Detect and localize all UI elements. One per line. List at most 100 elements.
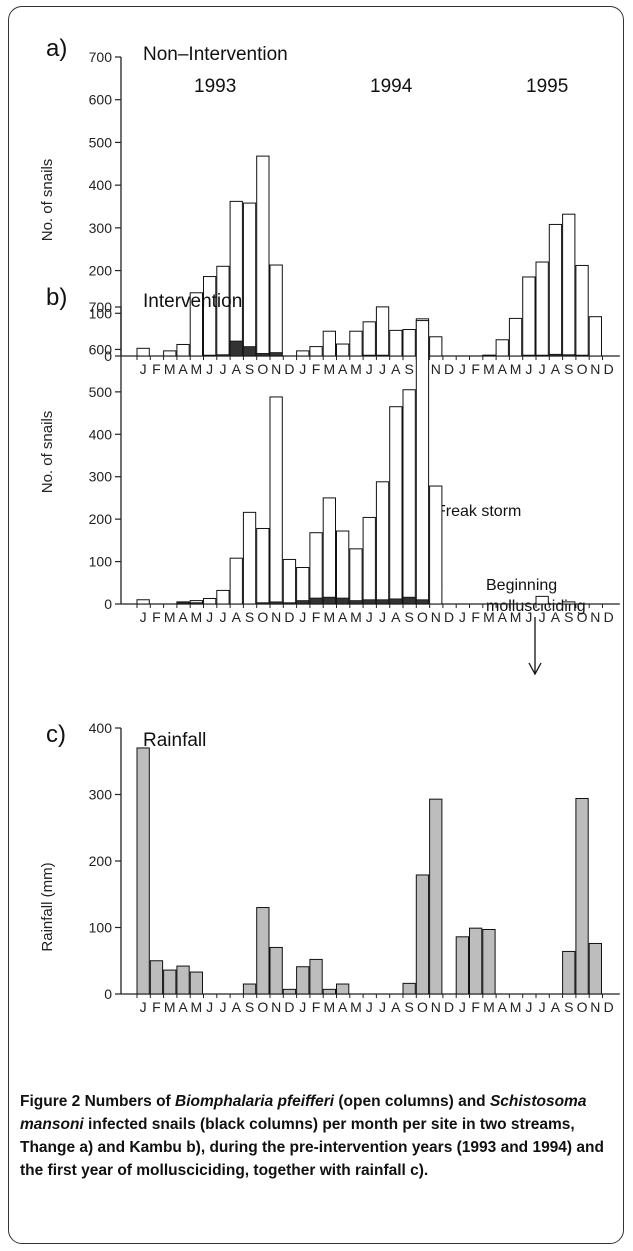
- x-tick-label: J: [379, 999, 386, 1015]
- x-tick-label: J: [366, 361, 373, 377]
- x-tick-label: A: [178, 609, 188, 625]
- figure-caption: Figure 2 Numbers of Biomphalaria pfeiffe…: [20, 1090, 616, 1182]
- rainfall-bar: [296, 966, 310, 995]
- infected-snail-bar: [229, 340, 243, 357]
- x-tick-label: M: [164, 999, 176, 1015]
- rainfall-bar: [136, 747, 150, 995]
- y-tick-label: 300: [89, 220, 113, 236]
- snail-bar: [575, 264, 589, 357]
- infected-snail-bar: [242, 346, 257, 357]
- x-tick-label: N: [431, 999, 441, 1015]
- x-tick-label: D: [444, 609, 454, 625]
- x-tick-label: A: [498, 361, 508, 377]
- snail-bar: [269, 396, 283, 605]
- y-tick-label: 300: [89, 787, 113, 803]
- x-tick-label: M: [191, 999, 203, 1015]
- x-tick-label: F: [471, 361, 480, 377]
- snail-bar: [375, 481, 390, 605]
- infected-snail-bar: [389, 598, 403, 605]
- x-tick-label: F: [471, 999, 480, 1015]
- x-tick-label: M: [483, 609, 495, 625]
- x-tick-label: A: [391, 361, 401, 377]
- snail-bar: [203, 276, 217, 357]
- caption-part1: Numbers of: [80, 1093, 176, 1110]
- x-tick-label: J: [219, 999, 226, 1015]
- snail-bar: [402, 389, 416, 605]
- x-tick-label: M: [191, 361, 203, 377]
- x-tick-label: M: [483, 999, 495, 1015]
- infected-snail-bar: [362, 354, 376, 357]
- snail-bar: [189, 292, 203, 357]
- x-tick-label: F: [152, 609, 161, 625]
- snail-bar: [256, 155, 270, 357]
- snail-bar: [588, 316, 603, 357]
- snail-bar: [495, 339, 509, 357]
- y-tick-label: 200: [89, 853, 113, 869]
- x-tick-label: O: [417, 999, 428, 1015]
- x-tick-label: J: [525, 999, 532, 1015]
- x-tick-label: J: [459, 999, 466, 1015]
- x-tick-label: J: [459, 361, 466, 377]
- rainfall-bar: [336, 983, 350, 995]
- x-tick-label: J: [525, 361, 532, 377]
- snail-bar: [535, 261, 549, 357]
- x-tick-label: F: [471, 609, 480, 625]
- x-tick-label: S: [564, 361, 573, 377]
- infected-snail-bar: [296, 600, 310, 605]
- x-tick-label: N: [590, 361, 600, 377]
- x-tick-label: O: [257, 999, 268, 1015]
- infected-snail-bar: [349, 600, 363, 605]
- x-tick-label: J: [299, 361, 306, 377]
- snail-bar: [296, 567, 310, 605]
- snail-bar: [176, 343, 190, 357]
- snail-bar: [322, 497, 337, 605]
- x-tick-label: M: [510, 999, 522, 1015]
- snail-bar: [375, 306, 390, 357]
- infected-snail-bar: [216, 354, 230, 357]
- x-tick-label: D: [444, 361, 454, 377]
- infected-snail-bar: [548, 353, 562, 357]
- panel-b-letter: b): [46, 284, 67, 311]
- infected-snail-bar: [282, 602, 296, 605]
- x-tick-label: M: [350, 609, 362, 625]
- x-tick-label: J: [459, 609, 466, 625]
- infected-snail-bar: [176, 602, 190, 605]
- year-label-1995: 1995: [526, 76, 568, 97]
- x-tick-label: J: [219, 361, 226, 377]
- rainfall-bar: [402, 982, 416, 995]
- snail-bar: [429, 336, 443, 357]
- y-tick-label: 100: [89, 305, 113, 321]
- x-tick-label: J: [379, 609, 386, 625]
- snail-bar: [535, 595, 549, 605]
- snail-bar: [136, 599, 150, 605]
- snail-bar: [269, 264, 283, 357]
- x-tick-label: J: [299, 999, 306, 1015]
- x-tick-label: O: [577, 999, 588, 1015]
- snail-bar: [508, 317, 523, 357]
- x-tick-label: S: [564, 609, 573, 625]
- rainfall-bar: [163, 969, 177, 995]
- panel-c-letter: c): [46, 721, 66, 748]
- x-tick-label: O: [577, 609, 588, 625]
- x-tick-label: S: [404, 361, 413, 377]
- y-tick-label: 600: [89, 341, 113, 357]
- x-tick-label: N: [590, 609, 600, 625]
- snail-bar: [282, 558, 297, 605]
- x-tick-label: D: [284, 361, 294, 377]
- y-tick-label: 400: [89, 720, 113, 736]
- panel-b-ylabel: No. of snails: [39, 411, 56, 494]
- snail-bar: [349, 330, 363, 357]
- infected-snail-bar: [309, 597, 323, 605]
- y-tick-label: 200: [89, 511, 113, 527]
- panel-c-chart: c) Rainfall Rainfall (mm) 0 100 200 300 400 J…: [39, 720, 620, 1015]
- infected-snail-bar: [336, 597, 350, 605]
- y-tick-label: 400: [89, 426, 113, 442]
- x-tick-label: O: [257, 609, 268, 625]
- x-tick-label: D: [284, 999, 294, 1015]
- panel-b-title: Intervention: [143, 291, 242, 312]
- x-tick-label: S: [404, 609, 413, 625]
- infected-snail-bar: [269, 601, 283, 605]
- y-tick-label: 0: [104, 348, 112, 364]
- x-tick-label: F: [152, 999, 161, 1015]
- snail-bar: [136, 347, 150, 357]
